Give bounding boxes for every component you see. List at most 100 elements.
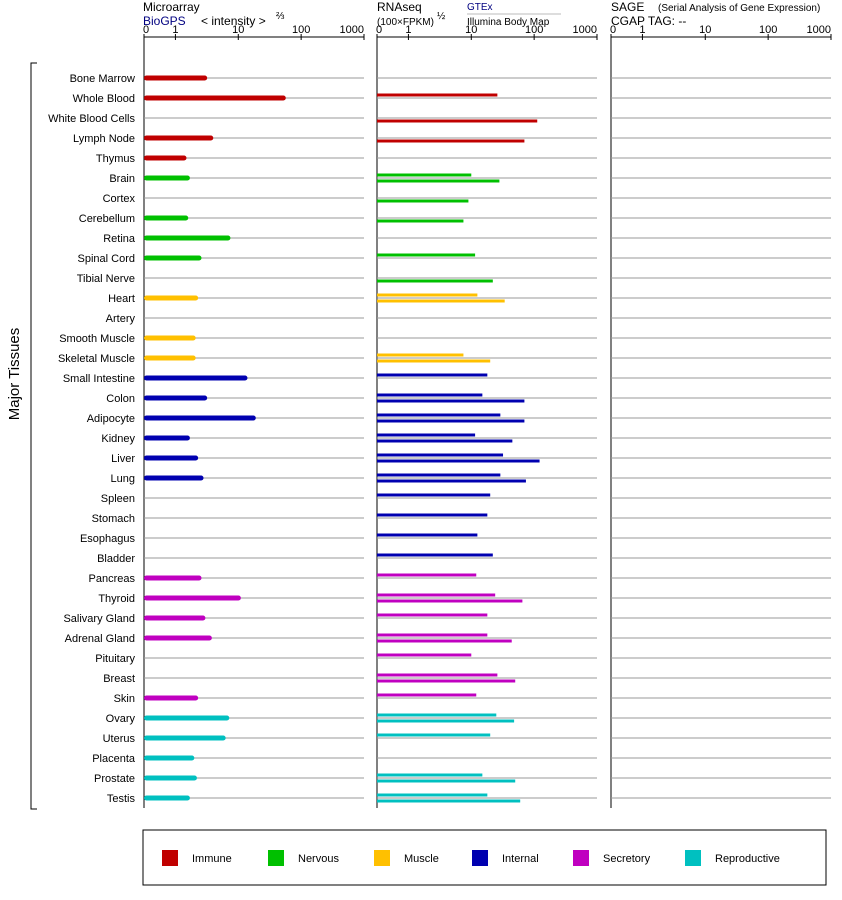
tissue-label: Prostate	[94, 773, 135, 785]
x-tick-label: 1	[172, 24, 178, 36]
legend-swatch-secretory	[573, 850, 589, 866]
bar-illumina-body-map	[377, 299, 505, 303]
tissue-label: Thyroid	[98, 593, 135, 605]
tissue-label: Tibial Nerve	[77, 273, 135, 285]
bar-gtex	[377, 413, 501, 417]
bar-gtex	[377, 693, 477, 697]
tissue-label: Placenta	[92, 753, 136, 765]
bar-biogps	[144, 575, 202, 581]
bar-biogps	[144, 375, 248, 381]
x-tick-label: 1000	[807, 24, 831, 36]
rnaseq-title: RNAseq	[377, 0, 422, 14]
bar-biogps	[144, 755, 195, 761]
bar-biogps	[144, 335, 196, 341]
legend-swatch-internal	[472, 850, 488, 866]
x-tick-label: 1000	[573, 24, 597, 36]
tissue-label: Skin	[114, 693, 135, 705]
bar-gtex	[377, 493, 491, 497]
bar-illumina-body-map	[377, 459, 540, 463]
x-tick-label: 10	[465, 24, 477, 36]
legend-label-reproductive: Reproductive	[715, 853, 780, 865]
bar-illumina-body-map	[377, 719, 515, 723]
tissue-label: Lymph Node	[73, 133, 135, 145]
tissue-label: Bladder	[97, 553, 135, 565]
bar-biogps	[144, 415, 256, 421]
bar-illumina-body-map	[377, 639, 512, 643]
rnaseq-exponent: ½	[437, 11, 446, 22]
bar-gtex	[377, 553, 493, 557]
tissue-label: Lung	[111, 473, 135, 485]
bar-biogps	[144, 135, 214, 141]
tissue-label: Small Intestine	[63, 373, 135, 385]
biogps-link[interactable]: BioGPS	[143, 14, 186, 28]
bar-illumina-body-map	[377, 279, 493, 283]
bar-illumina-body-map	[377, 139, 525, 143]
rnaseq-unit: (100×FPKM)	[377, 17, 434, 28]
gtex-link[interactable]: GTEx	[467, 2, 493, 13]
bar-biogps	[144, 175, 190, 181]
x-tick-label: 10	[699, 24, 711, 36]
legend-swatch-nervous	[268, 850, 284, 866]
bar-illumina-body-map	[377, 599, 523, 603]
bar-gtex	[377, 373, 488, 377]
tissue-label: Testis	[107, 793, 136, 805]
legend-swatch-immune	[162, 850, 178, 866]
x-tick-label: 100	[525, 24, 543, 36]
bar-biogps	[144, 295, 199, 301]
x-tick-label: 100	[292, 24, 310, 36]
legend-label-immune: Immune	[192, 853, 232, 865]
bar-gtex	[377, 293, 478, 297]
tissue-label: Ovary	[106, 713, 136, 725]
tissue-label: Whole Blood	[73, 93, 135, 105]
bar-biogps	[144, 95, 286, 101]
bar-illumina-body-map	[377, 179, 500, 183]
tissue-label: Spinal Cord	[78, 253, 135, 265]
tissue-label: Retina	[103, 233, 136, 245]
bar-biogps	[144, 775, 197, 781]
bar-biogps	[144, 635, 212, 641]
tissue-label: Breast	[103, 673, 135, 685]
bar-illumina-body-map	[377, 479, 526, 483]
bar-biogps	[144, 475, 204, 481]
bar-gtex	[377, 633, 488, 637]
bar-gtex	[377, 773, 483, 777]
tissue-label: Heart	[108, 293, 135, 305]
bar-gtex	[377, 453, 504, 457]
bar-gtex	[377, 713, 497, 717]
bar-illumina-body-map	[377, 359, 491, 363]
bar-illumina-body-map	[377, 799, 521, 803]
bar-gtex	[377, 433, 476, 437]
legend-label-muscle: Muscle	[404, 853, 439, 865]
tissue-label: Cortex	[103, 193, 136, 205]
tissue-label: Spleen	[101, 493, 135, 505]
tissue-label: Pituitary	[95, 653, 135, 665]
y-axis-bracket	[30, 62, 37, 810]
tissue-label: Adrenal Gland	[65, 633, 135, 645]
tissue-label: White Blood Cells	[48, 113, 135, 125]
bar-biogps	[144, 355, 196, 361]
legend-label-internal: Internal	[502, 853, 539, 865]
tissue-label: Kidney	[101, 433, 135, 445]
bar-illumina-body-map	[377, 199, 469, 203]
bar-gtex	[377, 173, 472, 177]
bar-gtex	[377, 613, 488, 617]
bar-gtex	[377, 393, 483, 397]
sage-cgap-tag: CGAP TAG: --	[611, 14, 686, 28]
microarray-title: Microarray	[143, 0, 200, 14]
bar-biogps	[144, 215, 189, 221]
x-tick-label: 0	[610, 24, 616, 36]
bar-biogps	[144, 735, 226, 741]
legend-label-nervous: Nervous	[298, 853, 339, 865]
tissue-label: Liver	[111, 453, 135, 465]
bar-gtex	[377, 593, 496, 597]
tissue-label: Stomach	[92, 513, 135, 525]
bar-biogps	[144, 695, 199, 701]
microarray-exponent: ⅔	[276, 11, 285, 22]
bar-gtex	[377, 533, 478, 537]
x-tick-label: 100	[759, 24, 777, 36]
bar-biogps	[144, 395, 208, 401]
bar-illumina-body-map	[377, 439, 513, 443]
bar-gtex	[377, 93, 498, 97]
tissue-label: Skeletal Muscle	[58, 353, 135, 365]
tissue-label: Pancreas	[89, 573, 136, 585]
